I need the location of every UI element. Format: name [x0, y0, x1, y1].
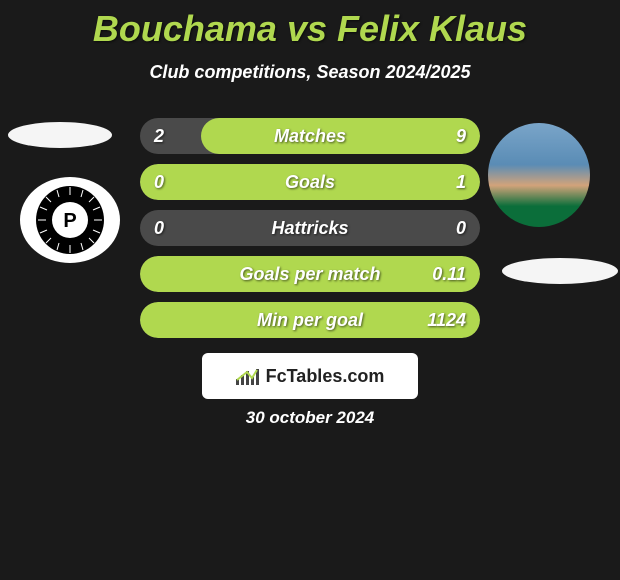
club-badge-icon: P: [34, 185, 106, 255]
stat-label: Matches: [140, 118, 480, 154]
stat-right-value: 1124: [427, 302, 466, 338]
stat-row: 0 Goals 1: [140, 164, 480, 200]
stat-row: Goals per match 0.11: [140, 256, 480, 292]
stat-row: Min per goal 1124: [140, 302, 480, 338]
stat-row: 2 Matches 9: [140, 118, 480, 154]
brand-text: FcTables.com: [266, 366, 385, 387]
stat-label: Hattricks: [140, 210, 480, 246]
stat-right-value: 9: [456, 118, 466, 154]
comparison-card: Bouchama vs Felix Klaus Club competition…: [0, 0, 620, 580]
stat-label: Goals: [140, 164, 480, 200]
stat-right-value: 0.11: [432, 256, 466, 292]
player-right-avatar: [488, 123, 590, 227]
brand-link[interactable]: FcTables.com: [202, 353, 418, 399]
club-right-badge-placeholder: [502, 258, 618, 284]
svg-text:P: P: [63, 210, 76, 232]
stat-label: Goals per match: [140, 256, 480, 292]
stat-right-value: 0: [456, 210, 466, 246]
player-left-avatar-placeholder: [8, 122, 112, 148]
stats-rows: 2 Matches 9 0 Goals 1 0 Hattricks 0 Goal: [140, 118, 480, 348]
club-left-badge: P: [20, 177, 120, 263]
bar-chart-icon: [236, 367, 260, 385]
page-title: Bouchama vs Felix Klaus: [0, 8, 620, 50]
subtitle: Club competitions, Season 2024/2025: [0, 62, 620, 83]
date-text: 30 october 2024: [0, 408, 620, 428]
stat-right-value: 1: [456, 164, 466, 200]
stat-row: 0 Hattricks 0: [140, 210, 480, 246]
